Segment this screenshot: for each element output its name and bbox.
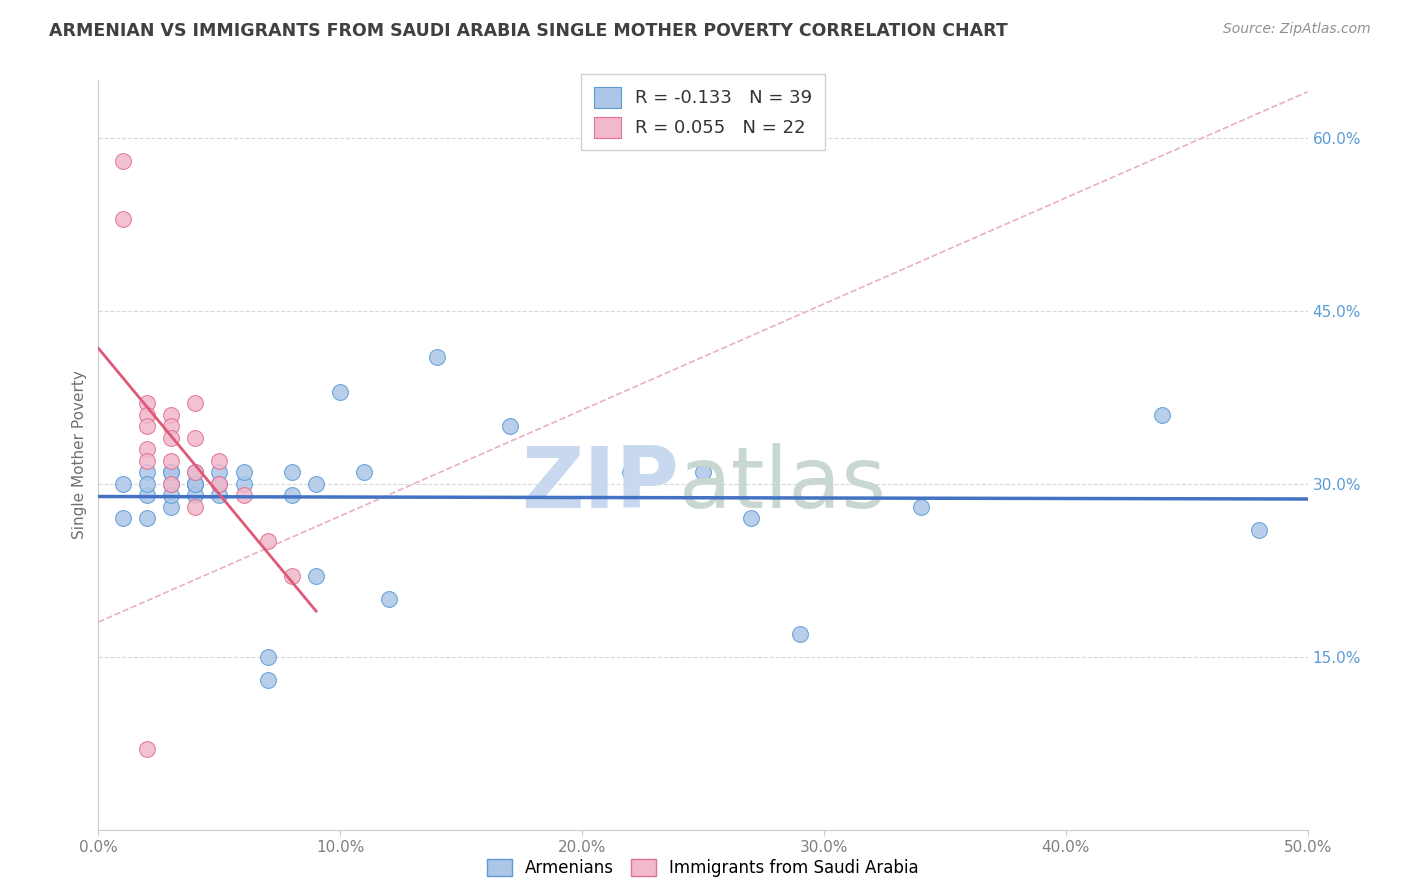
- Point: [135, 453, 157, 467]
- Point: [208, 488, 231, 502]
- Text: Source: ZipAtlas.com: Source: ZipAtlas.com: [1223, 22, 1371, 37]
- Point: [256, 673, 278, 687]
- Point: [184, 396, 207, 410]
- Point: [160, 465, 183, 479]
- Point: [184, 488, 207, 502]
- Text: ARMENIAN VS IMMIGRANTS FROM SAUDI ARABIA SINGLE MOTHER POVERTY CORRELATION CHART: ARMENIAN VS IMMIGRANTS FROM SAUDI ARABIA…: [49, 22, 1008, 40]
- Text: ZIP: ZIP: [522, 443, 679, 526]
- Point: [377, 592, 399, 607]
- Point: [184, 465, 207, 479]
- Point: [692, 465, 714, 479]
- Point: [111, 476, 134, 491]
- Point: [135, 488, 157, 502]
- Point: [232, 465, 254, 479]
- Point: [135, 511, 157, 525]
- Point: [184, 500, 207, 514]
- Point: [256, 649, 278, 664]
- Point: [208, 476, 231, 491]
- Point: [184, 476, 207, 491]
- Point: [281, 465, 304, 479]
- Point: [910, 500, 932, 514]
- Point: [111, 211, 134, 226]
- Point: [135, 476, 157, 491]
- Point: [135, 408, 157, 422]
- Point: [184, 476, 207, 491]
- Point: [160, 453, 183, 467]
- Point: [160, 500, 183, 514]
- Point: [208, 476, 231, 491]
- Point: [256, 534, 278, 549]
- Point: [160, 488, 183, 502]
- Point: [135, 465, 157, 479]
- Point: [208, 453, 231, 467]
- Point: [353, 465, 375, 479]
- Legend: R = -0.133   N = 39, R = 0.055   N = 22: R = -0.133 N = 39, R = 0.055 N = 22: [581, 74, 825, 151]
- Point: [160, 408, 183, 422]
- Y-axis label: Single Mother Poverty: Single Mother Poverty: [72, 370, 87, 540]
- Point: [160, 476, 183, 491]
- Point: [135, 442, 157, 457]
- Point: [111, 511, 134, 525]
- Point: [232, 476, 254, 491]
- Point: [329, 384, 352, 399]
- Point: [305, 569, 328, 583]
- Point: [184, 476, 207, 491]
- Point: [184, 465, 207, 479]
- Point: [619, 465, 641, 479]
- Point: [160, 465, 183, 479]
- Legend: Armenians, Immigrants from Saudi Arabia: Armenians, Immigrants from Saudi Arabia: [481, 852, 925, 884]
- Point: [426, 350, 449, 364]
- Point: [184, 431, 207, 445]
- Point: [281, 569, 304, 583]
- Point: [160, 476, 183, 491]
- Point: [160, 431, 183, 445]
- Point: [208, 465, 231, 479]
- Point: [135, 419, 157, 434]
- Point: [740, 511, 762, 525]
- Point: [232, 488, 254, 502]
- Point: [135, 396, 157, 410]
- Point: [305, 476, 328, 491]
- Point: [135, 742, 157, 756]
- Point: [1249, 523, 1271, 537]
- Point: [160, 419, 183, 434]
- Point: [281, 488, 304, 502]
- Point: [789, 626, 811, 640]
- Point: [498, 419, 520, 434]
- Text: atlas: atlas: [679, 443, 887, 526]
- Point: [111, 153, 134, 168]
- Point: [1152, 408, 1174, 422]
